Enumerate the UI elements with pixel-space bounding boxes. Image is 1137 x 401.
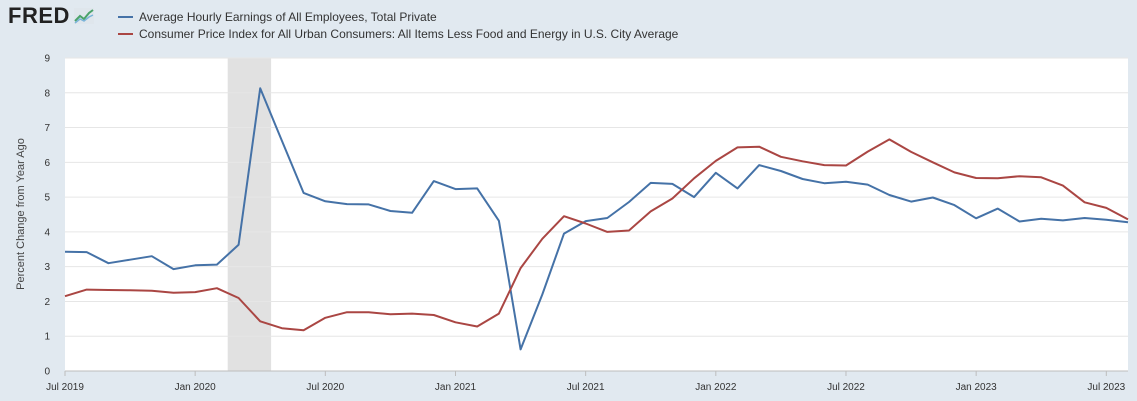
- legend-item: Consumer Price Index for All Urban Consu…: [118, 25, 678, 42]
- y-tick-label: 0: [44, 367, 50, 378]
- x-tick-label: Jan 2023: [956, 382, 998, 393]
- legend-item: Average Hourly Earnings of All Employees…: [118, 8, 678, 25]
- chart-legend: Average Hourly Earnings of All Employees…: [118, 8, 678, 42]
- y-tick-label: 5: [44, 193, 50, 204]
- x-tick-label: Jul 2019: [46, 382, 84, 393]
- legend-swatch: [118, 15, 133, 18]
- x-tick-label: Jul 2021: [567, 382, 605, 393]
- y-tick-label: 9: [44, 54, 50, 65]
- y-tick-label: 3: [44, 262, 50, 273]
- logo-text: FRED: [8, 3, 70, 28]
- y-tick-label: 7: [44, 123, 50, 134]
- legend-swatch: [118, 32, 133, 35]
- fred-logo: FRED: [8, 3, 94, 29]
- y-tick-label: 2: [44, 297, 50, 308]
- legend-label: Consumer Price Index for All Urban Consu…: [139, 26, 679, 41]
- y-tick-label: 4: [44, 227, 50, 238]
- recession-shading: [227, 58, 272, 371]
- chart-trend-icon: [73, 8, 94, 24]
- y-tick-label: 6: [44, 158, 50, 169]
- x-tick-label: Jul 2023: [1087, 382, 1125, 393]
- series-line-2: [64, 138, 1129, 332]
- x-tick-label: Jul 2020: [306, 382, 344, 393]
- y-tick-label: 1: [44, 332, 50, 343]
- x-tick-label: Jan 2020: [175, 382, 217, 393]
- x-tick-label: Jul 2022: [827, 382, 865, 393]
- y-tick-label: 8: [44, 88, 50, 99]
- x-tick-label: Jan 2021: [435, 382, 477, 393]
- legend-label: Average Hourly Earnings of All Employees…: [139, 9, 437, 24]
- x-tick-label: Jan 2022: [695, 382, 737, 393]
- series-line-1: [64, 87, 1129, 351]
